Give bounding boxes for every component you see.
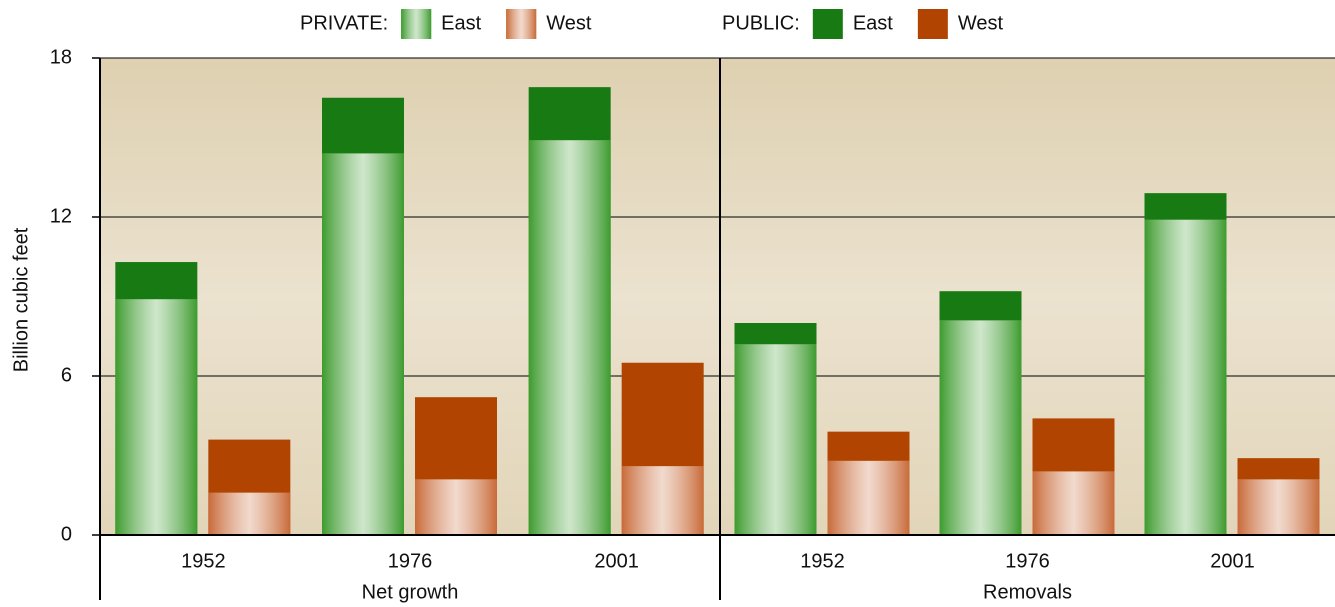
bar [1033, 471, 1115, 535]
legend-label: East [853, 12, 893, 34]
legend-swatch [918, 9, 948, 39]
bar [1145, 193, 1227, 220]
x-tick-label: 2001 [594, 550, 639, 572]
legend-group-label: PUBLIC: [722, 12, 800, 34]
bar [415, 397, 497, 479]
y-axis-label: Billion cubic feet [10, 227, 32, 372]
bar [208, 493, 290, 535]
bar [828, 432, 910, 461]
bar [529, 87, 611, 140]
bar [735, 323, 817, 344]
bar [1033, 418, 1115, 471]
bar [115, 262, 197, 299]
bar [622, 363, 704, 466]
x-tick-label: 1952 [800, 550, 845, 572]
panel-label: Net growth [362, 581, 459, 603]
legend-label: East [441, 12, 481, 34]
legend-swatch [506, 9, 536, 39]
y-tick-label: 18 [50, 46, 72, 68]
bar [940, 320, 1022, 535]
y-tick-label: 12 [50, 205, 72, 227]
bar [1238, 458, 1320, 479]
legend-swatch [401, 9, 431, 39]
bar [622, 466, 704, 535]
bar [940, 291, 1022, 320]
panel-label: Removals [983, 581, 1072, 603]
bar [529, 140, 611, 535]
chart: 0 6 12 18 Billion cubic feet Net growth 1952 19… [0, 0, 1335, 607]
legend-label: West [958, 12, 1004, 34]
x-tick-label: 1952 [181, 550, 226, 572]
x-tick-label: 2001 [1210, 550, 1255, 572]
y-tick-label: 0 [61, 523, 72, 545]
bar [1238, 479, 1320, 535]
bar [322, 98, 404, 154]
bar [415, 479, 497, 535]
x-tick-label: 1976 [388, 550, 433, 572]
bar [208, 440, 290, 493]
x-tick-label: 1976 [1005, 550, 1050, 572]
legend-swatch [813, 9, 843, 39]
bar [115, 299, 197, 535]
bar [322, 153, 404, 535]
bar [828, 461, 910, 535]
bar [735, 344, 817, 535]
legend-group-label: PRIVATE: [300, 12, 388, 34]
bar [1145, 220, 1227, 535]
legend-label: West [546, 12, 592, 34]
y-tick-label: 6 [61, 364, 72, 386]
